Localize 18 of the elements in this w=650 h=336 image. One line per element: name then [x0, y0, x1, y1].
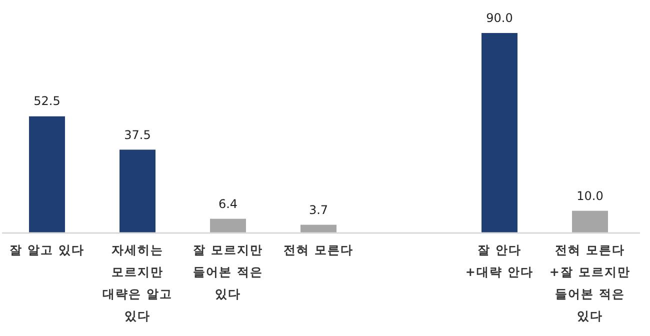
bar — [29, 116, 65, 233]
x-tick-label: 전혀 모른다 +잘 모르지만 들어본 적은 있다 — [548, 242, 632, 325]
bar — [482, 33, 518, 233]
bar — [572, 210, 608, 233]
data-label: 90.0 — [485, 11, 514, 25]
bar — [210, 218, 246, 233]
data-label: 37.5 — [123, 128, 152, 142]
x-tick-label: 잘 알고 있다 — [8, 242, 86, 259]
data-label: 6.4 — [217, 196, 239, 211]
bar — [300, 224, 336, 233]
x-tick-label: 전혀 모른다 — [282, 242, 355, 259]
data-label: 52.5 — [32, 94, 62, 108]
data-label: 3.7 — [308, 202, 330, 217]
x-tick-label: 잘 모르지만 들어본 적은 있다 — [192, 242, 264, 303]
x-tick-label: 자세히는 모르지만 대략은 알고 있다 — [101, 242, 174, 325]
x-tick-label: 잘 안다 +대략 안다 — [464, 242, 535, 281]
data-label: 10.0 — [576, 188, 604, 203]
bar — [120, 150, 156, 233]
